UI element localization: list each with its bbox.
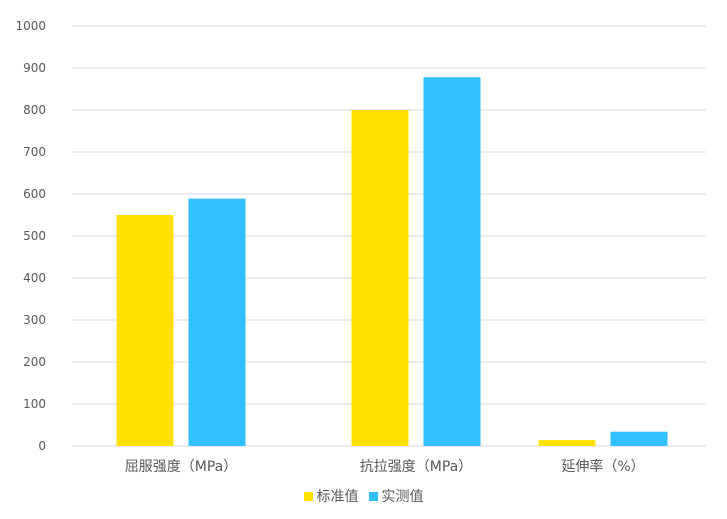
x-category-label: 屈服强度（MPa） <box>125 459 237 475</box>
x-category-label: 延伸率（%） <box>561 458 644 475</box>
legend-swatch-measured <box>368 491 378 501</box>
legend-label-standard: 标准值 <box>316 489 359 505</box>
y-tick-label: 600 <box>23 187 46 201</box>
legend-item-measured: 实测值 <box>368 486 424 506</box>
legend-item-standard: 标准值 <box>303 486 359 506</box>
y-tick-label: 800 <box>23 103 46 117</box>
bar-series1-cat2 <box>610 431 668 446</box>
legend-swatch-standard <box>303 491 313 501</box>
y-tick-label: 700 <box>23 145 46 159</box>
bar-series1-cat1 <box>423 77 481 447</box>
legend-label-measured: 实测值 <box>381 489 424 505</box>
y-tick-label: 900 <box>23 61 46 75</box>
y-tick-label: 300 <box>23 313 46 327</box>
y-tick-label: 500 <box>23 229 46 243</box>
bar-series0-cat1 <box>351 110 409 446</box>
bar-series0-cat2 <box>538 440 596 446</box>
bars <box>116 77 668 447</box>
y-tick-label: 200 <box>23 355 46 369</box>
bar-series1-cat0 <box>188 198 246 446</box>
y-tick-label: 1000 <box>15 19 46 33</box>
y-tick-label: 0 <box>38 439 46 453</box>
y-axis-ticks: 0 100 200 300 400 500 600 700 800 900 1000 <box>15 19 46 453</box>
bar-series0-cat0 <box>116 215 174 446</box>
x-category-label: 抗拉强度（MPa） <box>360 459 472 475</box>
legend: 标准值 实测值 <box>0 486 727 506</box>
y-tick-label: 400 <box>23 271 46 285</box>
x-axis-category-labels: 屈服强度（MPa） 抗拉强度（MPa） 延伸率（%） <box>125 458 645 475</box>
y-tick-label: 100 <box>23 397 46 411</box>
